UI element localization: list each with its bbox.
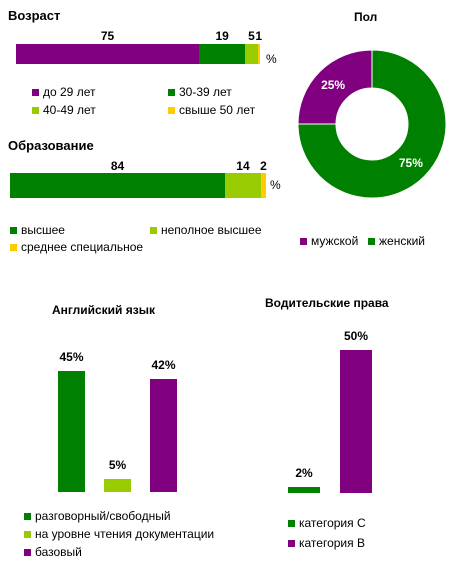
legend-label: до 29 лет (43, 85, 96, 99)
gender-data-label-2: 75% (399, 156, 423, 170)
legend-swatch (32, 88, 39, 96)
gender-legend-item-2: женский (368, 234, 425, 248)
legend-swatch (168, 88, 175, 96)
license-data-label-1: 2% (295, 466, 313, 481)
legend-label: разговорный/свободный (35, 509, 171, 523)
education-legend-item-3: среднее специальное (10, 240, 143, 254)
age-bar-4 (257, 44, 260, 64)
english-data-label-3: 42% (151, 357, 176, 372)
legend-label: 40-49 лет (43, 103, 96, 117)
english-data-label-1: 45% (59, 349, 84, 364)
legend-label: женский (379, 234, 425, 248)
education-legend-item-2: неполное высшее (150, 223, 262, 237)
legend-label: мужской (311, 234, 359, 248)
age-legend-item-3: 40-49 лет (32, 103, 96, 117)
age-chart-title: Возраст (8, 8, 61, 23)
english-legend-item-2: на уровне чтения документации (24, 527, 214, 541)
gender-slice-1 (297, 49, 373, 125)
legend-swatch (32, 106, 39, 114)
legend-swatch (10, 243, 17, 251)
education-bar-1 (10, 173, 226, 198)
english-legend-item-3: базовый (24, 545, 82, 559)
age-bar-3 (245, 44, 258, 64)
legend-swatch (150, 226, 157, 234)
legend-swatch (24, 530, 31, 538)
age-legend-item-4: свыше 50 лет (168, 103, 255, 117)
legend-swatch (288, 519, 295, 527)
age-data-label-4: 1 (255, 29, 263, 43)
legend-label: категория В (299, 536, 365, 550)
education-legend-item-1: высшее (10, 223, 65, 237)
age-legend-item-2: 30-39 лет (168, 85, 232, 99)
legend-swatch (10, 226, 17, 234)
legend-swatch (368, 237, 375, 245)
education-data-label-2: 14 (236, 159, 250, 173)
age-bar-1 (16, 44, 199, 64)
education-chart-title: Образование (8, 138, 94, 153)
legend-label: на уровне чтения документации (35, 527, 215, 541)
legend-label: среднее специальное (21, 240, 144, 254)
english-bar-3 (150, 378, 177, 492)
license-data-label-2: 50% (343, 329, 369, 343)
legend-label: высшее (21, 223, 65, 237)
english-bar-2 (104, 478, 131, 492)
age-data-label-2: 19 (215, 29, 229, 43)
english-bar-1 (58, 370, 85, 492)
english-data-label-2: 5% (108, 457, 127, 472)
license-bar-2 (340, 350, 372, 493)
license-legend-item-1: категория С (288, 516, 366, 530)
legend-label: неполное высшее (161, 223, 262, 237)
education-bar-2 (225, 173, 261, 198)
license-legend-item-2: категория В (288, 536, 365, 550)
education-unit: % (270, 178, 281, 192)
legend-swatch (24, 512, 31, 520)
legend-label: 30-39 лет (179, 85, 232, 99)
education-data-label-1: 84 (110, 159, 125, 173)
legend-label: базовый (35, 545, 82, 559)
age-data-label-3: 5 (248, 29, 255, 43)
education-data-label-3: 2 (260, 159, 267, 173)
legend-label: категория С (299, 516, 366, 530)
legend-swatch (168, 106, 175, 114)
english-chart-title: Английский язык (52, 303, 155, 317)
english-legend-item-1: разговорный/свободный (24, 509, 171, 523)
legend-swatch (288, 539, 295, 547)
legend-swatch (300, 237, 307, 245)
gender-data-label-1: 25% (321, 78, 345, 92)
license-bar-1 (288, 487, 320, 493)
gender-chart-title: Пол (354, 10, 378, 24)
age-unit: % (266, 52, 277, 66)
education-bar-3 (260, 173, 266, 198)
gender-slice-2 (297, 49, 447, 199)
legend-label: свыше 50 лет (179, 103, 256, 117)
legend-swatch (24, 548, 31, 556)
age-data-label-1: 75 (100, 29, 115, 43)
age-bar-2 (199, 44, 246, 64)
age-legend-item-1: до 29 лет (32, 85, 95, 99)
gender-legend-item-1: мужской (300, 234, 358, 248)
license-chart-title: Водительские права (265, 296, 389, 310)
